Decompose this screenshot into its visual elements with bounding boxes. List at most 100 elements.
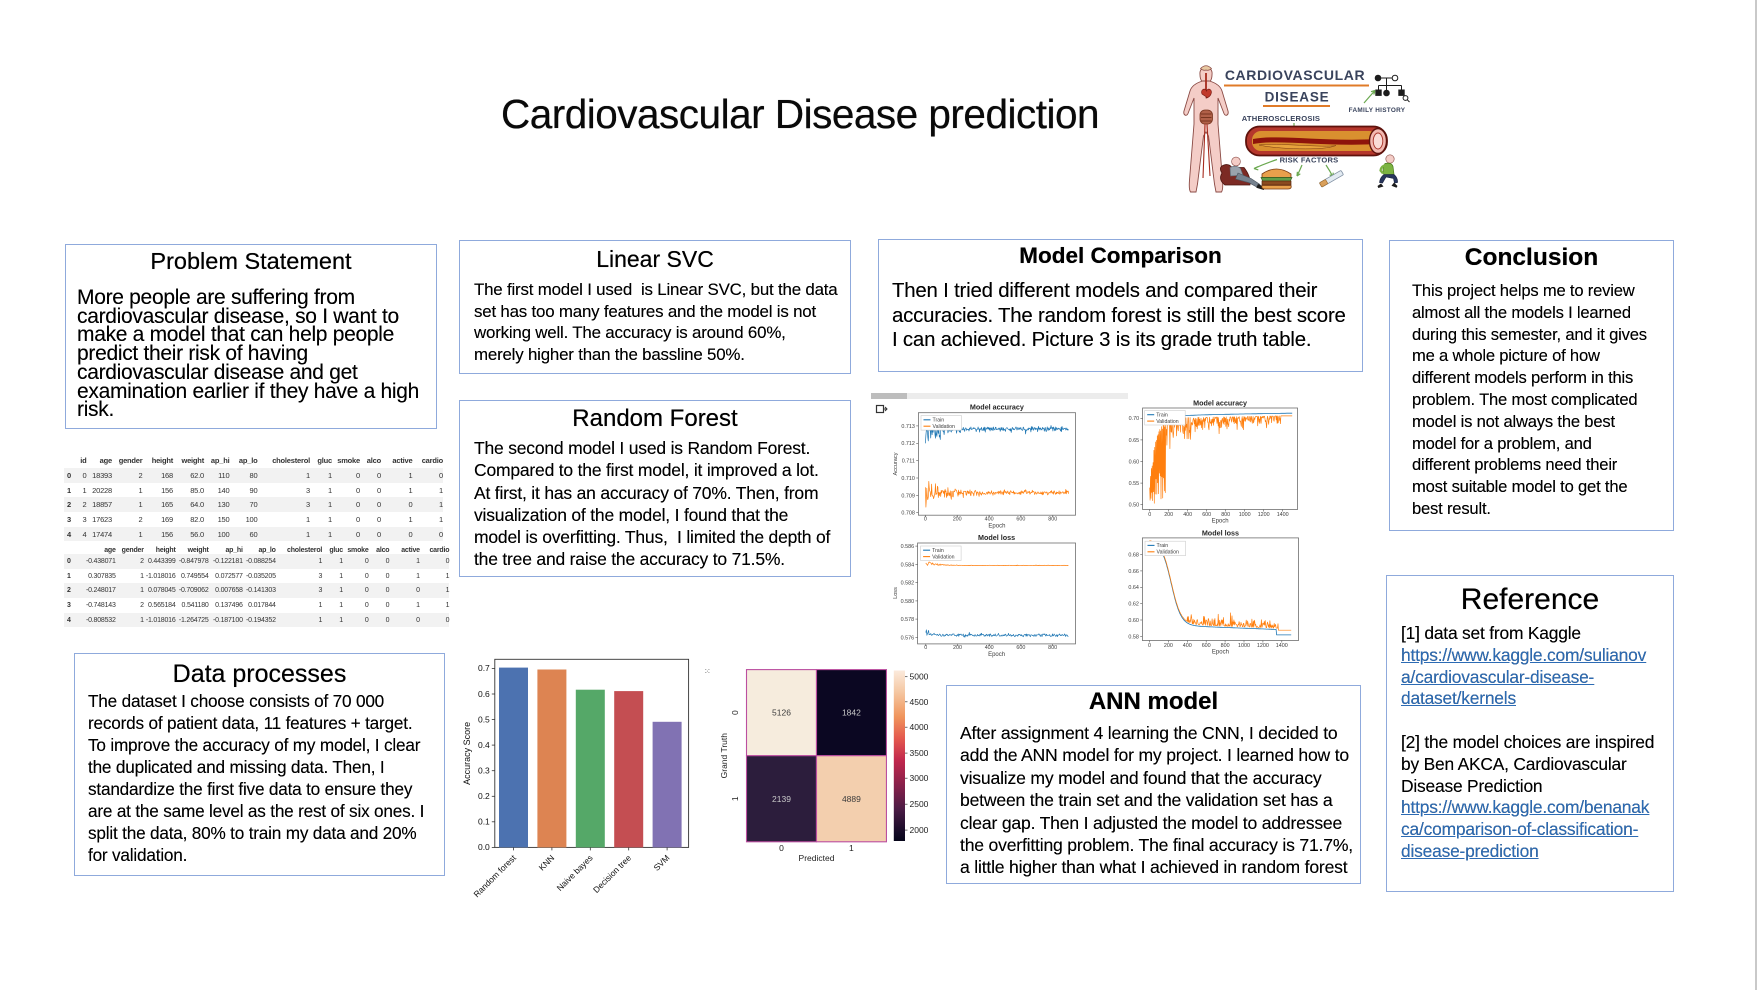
svg-text:0.2: 0.2 bbox=[478, 791, 490, 801]
svg-text:400: 400 bbox=[985, 645, 994, 651]
svg-text:Accuracy Score: Accuracy Score bbox=[462, 722, 472, 785]
svg-text:0.3: 0.3 bbox=[478, 766, 490, 776]
svg-text:1842: 1842 bbox=[842, 708, 861, 718]
svg-text:Random forest: Random forest bbox=[471, 852, 518, 899]
svg-text:0.1: 0.1 bbox=[478, 817, 490, 827]
svg-text:0.65: 0.65 bbox=[1129, 438, 1140, 444]
svg-text:Accuracy: Accuracy bbox=[893, 452, 899, 475]
svg-text:Epoch: Epoch bbox=[988, 524, 1005, 530]
svg-text:Validation: Validation bbox=[933, 424, 956, 430]
svg-text:Predicted: Predicted bbox=[799, 853, 835, 863]
svg-text:SVM: SVM bbox=[651, 853, 671, 873]
svg-text:800: 800 bbox=[1221, 512, 1230, 518]
svg-text:CARDIOVASCULAR: CARDIOVASCULAR bbox=[1225, 67, 1365, 83]
svg-text:800: 800 bbox=[1221, 643, 1230, 649]
svg-text:0.6: 0.6 bbox=[478, 689, 490, 699]
svg-text:0.50: 0.50 bbox=[1129, 503, 1140, 509]
svg-text:0.60: 0.60 bbox=[1128, 618, 1139, 624]
svg-text:200: 200 bbox=[953, 516, 962, 522]
svg-text:0.711: 0.711 bbox=[902, 459, 915, 465]
svg-text:4500: 4500 bbox=[910, 697, 929, 707]
svg-text:0.62: 0.62 bbox=[1128, 602, 1139, 608]
svg-text:0.5: 0.5 bbox=[478, 714, 490, 724]
svg-text:Train: Train bbox=[1156, 413, 1168, 419]
svg-text:DISEASE: DISEASE bbox=[1265, 90, 1330, 105]
svg-text:0.710: 0.710 bbox=[901, 476, 915, 482]
svg-text:4889: 4889 bbox=[842, 794, 861, 804]
svg-text:Epoch: Epoch bbox=[1212, 518, 1229, 524]
svg-text:600: 600 bbox=[1202, 512, 1211, 518]
svg-text:2139: 2139 bbox=[772, 794, 791, 804]
svg-text:Train: Train bbox=[1157, 543, 1169, 549]
svg-text:1000: 1000 bbox=[1238, 643, 1250, 649]
svg-text:0.7: 0.7 bbox=[478, 663, 490, 673]
svg-text:4000: 4000 bbox=[910, 722, 929, 732]
svg-text:400: 400 bbox=[985, 516, 994, 522]
svg-text:0.582: 0.582 bbox=[901, 581, 915, 587]
svg-text:Model loss: Model loss bbox=[978, 533, 1015, 542]
svg-text:5000: 5000 bbox=[910, 672, 929, 682]
svg-text:0.55: 0.55 bbox=[1129, 481, 1140, 487]
svg-text:0.580: 0.580 bbox=[901, 599, 915, 605]
svg-text:600: 600 bbox=[1016, 645, 1025, 651]
svg-text:Validation: Validation bbox=[1156, 419, 1179, 425]
svg-text:0.712: 0.712 bbox=[901, 441, 915, 447]
svg-text:0: 0 bbox=[779, 843, 784, 853]
svg-text:0.576: 0.576 bbox=[901, 635, 915, 641]
svg-text:1: 1 bbox=[730, 796, 740, 801]
svg-text:0.60: 0.60 bbox=[1129, 459, 1140, 465]
svg-text:0.708: 0.708 bbox=[901, 511, 915, 517]
svg-text:Loss: Loss bbox=[893, 587, 899, 599]
svg-text:0.58: 0.58 bbox=[1128, 634, 1139, 640]
svg-text:Decision tree: Decision tree bbox=[591, 853, 633, 895]
svg-text:1400: 1400 bbox=[1277, 512, 1289, 518]
svg-text:0.578: 0.578 bbox=[901, 617, 915, 623]
svg-text:Validation: Validation bbox=[932, 554, 955, 560]
svg-text:0: 0 bbox=[924, 516, 927, 522]
svg-text:0.0: 0.0 bbox=[478, 842, 490, 852]
svg-text:800: 800 bbox=[1048, 516, 1057, 522]
svg-text:Epoch: Epoch bbox=[988, 652, 1005, 658]
svg-text:KNN: KNN bbox=[537, 853, 557, 873]
svg-text:600: 600 bbox=[1016, 516, 1025, 522]
svg-text:1200: 1200 bbox=[1257, 643, 1269, 649]
svg-text:200: 200 bbox=[1164, 512, 1173, 518]
svg-text:0: 0 bbox=[1148, 512, 1151, 518]
svg-text:Model accuracy: Model accuracy bbox=[1193, 398, 1247, 407]
svg-text:ATHEROSCLEROSIS: ATHEROSCLEROSIS bbox=[1242, 114, 1320, 123]
svg-text:800: 800 bbox=[1048, 645, 1057, 651]
svg-text:Train: Train bbox=[932, 548, 944, 554]
svg-text:600: 600 bbox=[1202, 643, 1211, 649]
svg-text:3000: 3000 bbox=[910, 773, 929, 783]
svg-text:2000: 2000 bbox=[910, 825, 929, 835]
svg-text:1400: 1400 bbox=[1276, 643, 1288, 649]
svg-text:0.4: 0.4 bbox=[478, 740, 490, 750]
svg-text:1: 1 bbox=[849, 843, 854, 853]
svg-text:0: 0 bbox=[924, 645, 927, 651]
svg-text:Naive bayes: Naive bayes bbox=[555, 853, 595, 893]
svg-text:Train: Train bbox=[933, 418, 945, 424]
svg-text:RISK FACTORS: RISK FACTORS bbox=[1280, 156, 1339, 165]
svg-text:Model accuracy: Model accuracy bbox=[970, 403, 1024, 412]
svg-text:0: 0 bbox=[1148, 643, 1151, 649]
svg-text:FAMILY HISTORY: FAMILY HISTORY bbox=[1349, 107, 1406, 114]
svg-text:2500: 2500 bbox=[910, 799, 929, 809]
svg-text:1200: 1200 bbox=[1258, 512, 1270, 518]
svg-text:0.70: 0.70 bbox=[1129, 416, 1140, 422]
svg-text:400: 400 bbox=[1183, 512, 1192, 518]
svg-text:1000: 1000 bbox=[1239, 512, 1251, 518]
svg-text:0.713: 0.713 bbox=[901, 424, 915, 430]
svg-text:0.709: 0.709 bbox=[901, 493, 915, 499]
svg-text:3500: 3500 bbox=[910, 748, 929, 758]
svg-text:0.68: 0.68 bbox=[1128, 552, 1139, 558]
svg-text:200: 200 bbox=[953, 645, 962, 651]
svg-text:0.64: 0.64 bbox=[1128, 585, 1139, 591]
svg-text:0.586: 0.586 bbox=[901, 544, 915, 550]
svg-text:0: 0 bbox=[730, 710, 740, 715]
svg-text:5126: 5126 bbox=[772, 708, 791, 718]
svg-text:Grand Truth: Grand Truth bbox=[719, 733, 729, 779]
svg-text:400: 400 bbox=[1183, 643, 1192, 649]
svg-text:0.66: 0.66 bbox=[1128, 569, 1139, 575]
svg-text:Validation: Validation bbox=[1157, 550, 1180, 556]
svg-text:Model loss: Model loss bbox=[1202, 528, 1239, 537]
